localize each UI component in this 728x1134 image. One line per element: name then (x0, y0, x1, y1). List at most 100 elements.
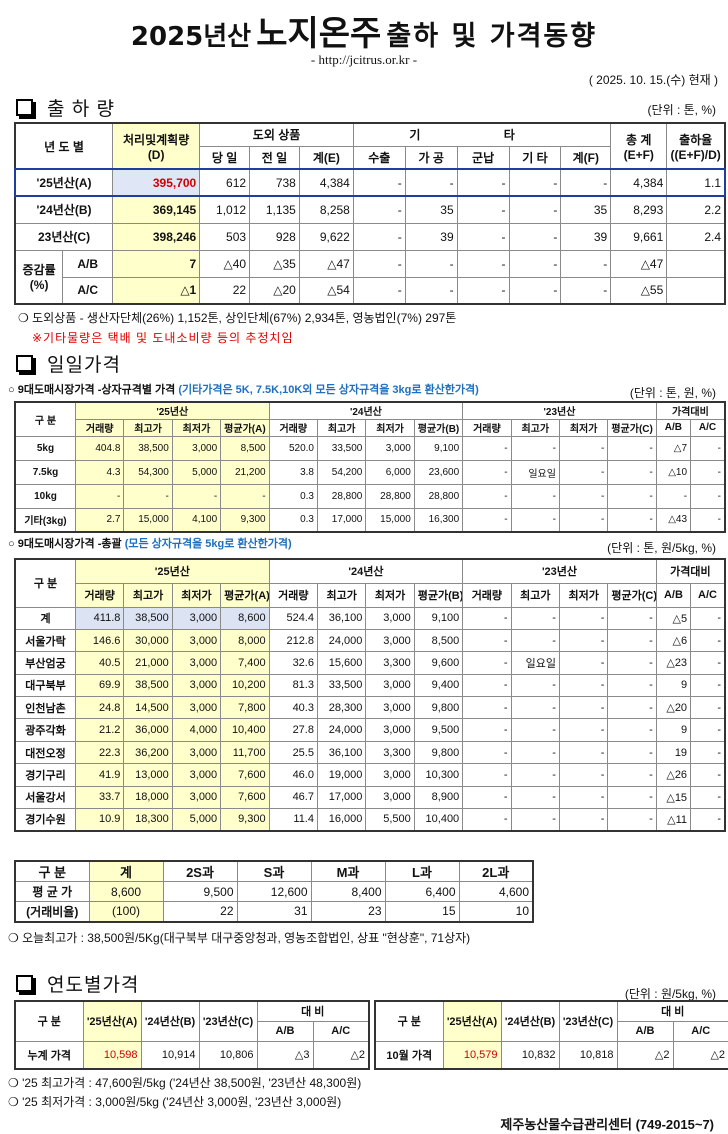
cell: 10,200 (220, 673, 270, 698)
header-cell: A/B (655, 418, 692, 437)
cell: △20 (655, 696, 692, 720)
header-cell: 최저가 (171, 418, 222, 437)
cell: 612 (199, 168, 251, 197)
row-label: 누계 가격 (14, 1040, 84, 1070)
cell: △20 (249, 276, 300, 305)
cell: - (462, 718, 512, 742)
cell: 9,622 (298, 222, 354, 251)
cell: - (462, 740, 512, 765)
tr: 년 도 별 처리및계획량 (D) 도외 상품 기 타 총 계 (E+F) 출하율((… (14, 122, 726, 170)
cell: - (462, 808, 512, 832)
cell: 2.7 (74, 507, 125, 533)
cell: 212.8 (268, 628, 318, 653)
cell: 3,000 (171, 606, 222, 630)
header-cell: 기 타 (352, 122, 612, 147)
cell: 24,000 (316, 718, 367, 742)
cell: 9,661 (610, 222, 668, 251)
header-row: 구 분 '25년산(A) '24년산(B) '23년산(C) 대 비 (14, 1000, 370, 1042)
cell: 36,000 (123, 718, 173, 742)
unit: (단위 : 톤, %) (647, 103, 716, 117)
cell: 4,000 (171, 718, 222, 742)
cell: - (607, 606, 657, 630)
cell: 15,000 (365, 507, 415, 533)
header-cell: '25년산 (75, 401, 270, 420)
cell: - (607, 673, 657, 698)
cell: 3,300 (365, 651, 415, 675)
cell: 35 (404, 195, 458, 224)
cell: 3,000 (171, 785, 222, 810)
cell: △6 (655, 628, 692, 653)
date: ( 2025. 10. 15.(수) 현재 ) (588, 73, 718, 87)
cell: - (690, 696, 726, 720)
title-product: 노지온주 (256, 14, 382, 54)
header-cell: 계 (88, 860, 164, 882)
cell: 6,400 (384, 881, 460, 902)
cell: - (171, 483, 222, 509)
cell: - (352, 168, 406, 197)
header-cell: A/B (256, 1020, 314, 1042)
cell: 928 (249, 222, 300, 251)
cell: 40.3 (268, 696, 318, 720)
cell: - (558, 673, 609, 698)
cell: 7,800 (220, 696, 270, 720)
cell: 10,400 (413, 808, 464, 832)
header-row: 구 분 '25년산 '24년산 '23년산 가격대비 (14, 401, 726, 437)
row-label: 인천남촌 (14, 696, 76, 720)
heading-icon (16, 975, 33, 992)
cell: 9,300 (220, 808, 270, 832)
header-cell: 최저가 (365, 582, 415, 608)
cell: 4,100 (171, 507, 222, 533)
cell: 39 (560, 222, 612, 251)
cell: - (508, 195, 562, 224)
table-row: 인천남촌 24.8 14,500 3,000 7,800 40.3 28,300 3,000 9… (14, 696, 726, 720)
row-label: 평 균 가 (14, 881, 90, 902)
cell: 16,000 (316, 808, 367, 832)
header-cell: 최저가 (558, 582, 609, 608)
cell: 18,300 (123, 808, 173, 832)
cell: 3,000 (365, 435, 415, 461)
header-cell: '23년산 (462, 401, 657, 420)
cell: - (508, 249, 562, 278)
table-row: 증감률 (%) A/B 7 △40 △35 △47- - - - - △47 (14, 249, 726, 305)
title: 2025년산 노지온주 출하 및 가격동향 (0, 6, 728, 55)
cell: 5,000 (171, 459, 222, 485)
cell: 10,806 (198, 1040, 258, 1070)
cell: 15 (384, 901, 460, 922)
cell: - (690, 459, 726, 485)
table-row: 기타(3kg) 2.7 15,000 4,100 9,300 0.3 17,000 15,00… (14, 507, 726, 533)
note: ❍ '25 최고가격 : 47,600원/5kg ('24년산 38,500원,… (8, 1076, 362, 1090)
cell: - (690, 606, 726, 630)
cell: 8,400 (310, 881, 386, 902)
cell: - (690, 483, 726, 509)
sub-title: ○ 9대도매시장가격 -상자규격별 가격 (8, 384, 176, 396)
cell: 36,100 (316, 740, 367, 765)
cell: 1,135 (249, 195, 300, 224)
header-cell: 최고가 (123, 418, 173, 437)
cell: - (560, 168, 612, 197)
header-cell: A/C (312, 1020, 370, 1042)
thead: 년 도 별 처리및계획량 (D) 도외 상품 기 타 총 계 (E+F) 출하율((… (14, 122, 726, 170)
cell: - (456, 249, 510, 278)
cell: 일요일 (510, 651, 560, 675)
row-label: 서울가락 (14, 628, 76, 653)
cell: - (462, 673, 512, 698)
cell: 39 (404, 222, 458, 251)
cell: 3,000 (365, 696, 415, 720)
empty-cell (666, 249, 726, 278)
cell: 19 (655, 740, 692, 765)
cell: 30,000 (123, 628, 173, 653)
unit: (단위 : 톤, 원, %) (629, 386, 716, 400)
header-cell: 거래량 (268, 582, 318, 608)
cell: 10,400 (220, 718, 270, 742)
table-head: 구 분 '25년산(A) '24년산(B) '23년산(C) 대 비 A/B A/C (374, 1000, 728, 1042)
cell: △40 (199, 249, 251, 278)
cell: - (690, 507, 726, 533)
header-cell: 평균가(C) (607, 418, 657, 437)
note: ※기타물량은 택배 및 도내소비량 등의 추정치임 (32, 331, 294, 345)
cell: - (510, 696, 560, 720)
header-row: 구 분 '25년산(A) '24년산(B) '23년산(C) 대 비 (374, 1000, 728, 1042)
cell: △7 (655, 435, 692, 461)
cell: 31 (236, 901, 312, 922)
cell: 1.1 (666, 168, 727, 197)
